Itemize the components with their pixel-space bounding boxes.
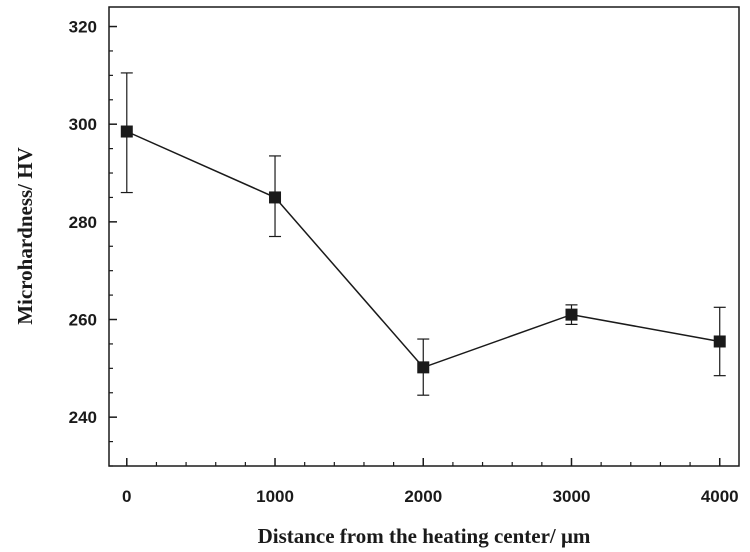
data-point	[417, 361, 430, 374]
series-layer	[120, 72, 726, 396]
x-tick-label: 0	[122, 487, 131, 506]
data-point	[713, 335, 726, 348]
y-axis-title: Microhardness/ HV	[13, 147, 37, 325]
y-tick-label: 300	[69, 115, 97, 134]
y-tick-label: 240	[69, 408, 97, 427]
y-axis-ticks	[109, 25, 117, 467]
x-tick-label: 3000	[553, 487, 591, 506]
y-axis-tick-labels: 240 260 280 300 320	[69, 18, 97, 428]
data-point	[120, 125, 133, 138]
y-tick-label: 320	[69, 18, 97, 37]
data-point	[565, 308, 578, 321]
x-axis-title: Distance from the heating center/ μm	[258, 524, 591, 548]
x-axis-ticks	[126, 458, 721, 466]
series-line	[126, 130, 720, 369]
y-tick-label: 280	[69, 213, 97, 232]
x-tick-label: 4000	[701, 487, 739, 506]
x-tick-label: 2000	[404, 487, 442, 506]
plot-frame	[108, 6, 740, 467]
y-tick-label: 260	[69, 311, 97, 330]
x-tick-label: 1000	[256, 487, 294, 506]
data-point	[269, 191, 282, 204]
x-axis-tick-labels: 0 1000 2000 3000 4000	[122, 487, 739, 506]
